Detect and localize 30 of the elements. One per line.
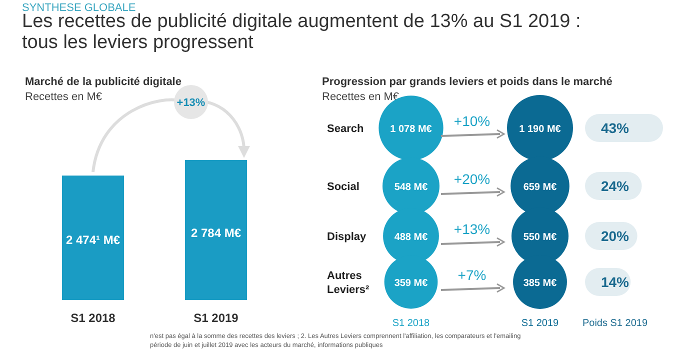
data-label: 24% (600, 178, 630, 194)
text: Poids S1 2019 (582, 318, 648, 329)
chart-subtitle: Marché de la publicité digitale (25, 76, 182, 88)
data-label: 1 190 M€ (519, 124, 562, 135)
data-label: 43% (600, 120, 630, 136)
data-label: 659 M€ (523, 182, 558, 193)
text: +7% (458, 267, 486, 283)
text: SYNTHESE GLOBALE (22, 2, 136, 14)
text: +20% (454, 171, 490, 187)
data-label: 550 M€ (523, 232, 558, 243)
data-label: 14% (600, 274, 630, 290)
text: Recettes en M€ (322, 91, 400, 103)
category-label: Autres Leviers² (327, 270, 370, 296)
data-label: 20% (600, 228, 630, 244)
data-label: 488 M€ (394, 232, 428, 243)
data-label: 2 784 M€ (190, 226, 242, 240)
category-label: Search (327, 123, 364, 135)
category-label: Social (327, 181, 360, 193)
data-label: 2 474¹ M€ (66, 233, 120, 248)
y-axis-title: Recettes en M€ (25, 91, 102, 103)
text: +13% (176, 97, 206, 109)
chart-title: Les recettes de publicité digitale augmentent de 13% au S1 2019 : tous les leviers progressent (22, 11, 581, 53)
text: Progression par grands leviers et poids dans le marché (322, 76, 612, 88)
data-label: 548 M€ (394, 182, 428, 193)
data-label: 1 078 M€ (390, 124, 432, 135)
text: +13% (454, 221, 490, 237)
category-label: Display (327, 231, 368, 243)
text: +10% (454, 113, 490, 129)
data-label: 359 M€ (394, 278, 428, 289)
data-label: 385 M€ (523, 278, 558, 289)
